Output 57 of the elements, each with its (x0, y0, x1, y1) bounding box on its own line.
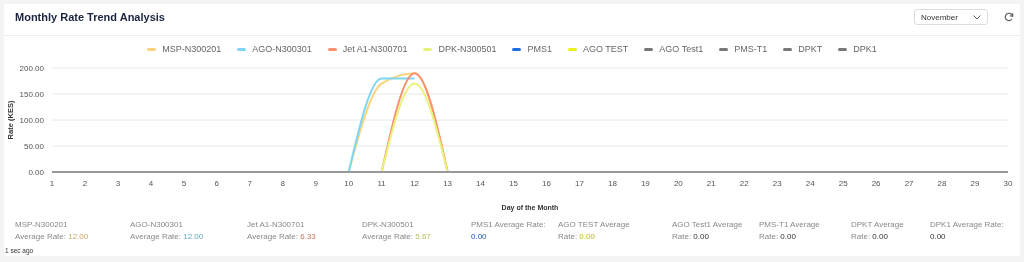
x-tick-label: 23 (772, 178, 783, 188)
x-tick-label: 13 (443, 178, 453, 188)
legend-label: Jet A1-N300701 (342, 44, 408, 54)
x-tick-label: 22 (739, 178, 750, 188)
text: DPK-N300501 Average Rate: 5.67 (362, 219, 432, 243)
y-tick-label: 0.00 (28, 167, 45, 177)
x-tick-label: 5 (181, 178, 187, 188)
x-tick-label: 27 (904, 178, 915, 188)
x-tick-label: 17 (575, 178, 585, 188)
text: PMS-T1 Average Rate: 0.00 (759, 219, 821, 243)
x-tick-label: 30 (1003, 178, 1013, 188)
x-tick-label: 15 (509, 178, 519, 188)
x-tick-label: 21 (706, 178, 717, 188)
x-tick-label: 26 (871, 178, 882, 188)
x-tick-label: 20 (673, 178, 684, 188)
x-tick-label: 28 (937, 178, 948, 188)
legend-label: DPK1 (853, 44, 877, 54)
legend-label: AGO Test1 (659, 44, 704, 54)
text: AGO Test1 Average Rate: 0.00 (672, 219, 744, 243)
x-tick-label: 4 (148, 178, 154, 188)
legend-label: DPKT (798, 44, 823, 54)
x-tick-label: 16 (542, 178, 552, 188)
text: PMS1 Average Rate: 0.00 (471, 219, 547, 243)
legend-label: MSP-N300201 (162, 44, 222, 54)
y-tick-label: 150.00 (19, 89, 45, 99)
x-tick-label: 7 (247, 178, 253, 188)
legend-label: AGO-N300301 (252, 44, 312, 54)
text: Jet A1-N300701 Average Rate: 6.33 (247, 219, 317, 243)
legend-label: AGO TEST (582, 44, 629, 54)
x-tick-label: 1 (49, 178, 55, 188)
y-tick-label: 100.00 (19, 115, 45, 125)
x-tick-label: 6 (214, 178, 220, 188)
legend-label: PMS1 (527, 44, 552, 54)
x-tick-label: 14 (476, 178, 486, 188)
text: MSP-N300201 Average Rate: 12.00 (15, 219, 90, 243)
x-tick-label: 3 (115, 178, 121, 188)
legend-label: DPK-N300501 (438, 44, 497, 54)
text: AGO TEST Average Rate: 0.00 (558, 219, 631, 243)
x-tick-label: 11 (377, 178, 387, 188)
y-tick-label: 50.00 (23, 141, 45, 151)
x-tick-label: 24 (805, 178, 816, 188)
text: DPK1 Average Rate: 0.00 (930, 219, 1005, 243)
x-tick-label: 19 (640, 178, 651, 188)
legend-label: PMS-T1 (734, 44, 768, 54)
x-tick-label: 2 (82, 178, 88, 188)
text: AGO-N300301 Average Rate: 12.00 (130, 219, 205, 243)
x-tick-label: 9 (313, 178, 319, 188)
chart-title: Monthly Rate Trend Analysis (15, 11, 165, 23)
x-tick-label: 18 (607, 178, 618, 188)
month-dropdown: November (914, 9, 988, 25)
text: DPKT Average Rate: 0.00 (851, 219, 905, 243)
x-tick-label: 25 (838, 178, 849, 188)
x-tick-label: 8 (280, 178, 286, 188)
x-tick-label: 10 (344, 178, 354, 188)
x-tick-label: 12 (410, 178, 420, 188)
x-tick-label: 29 (970, 178, 981, 188)
y-tick-label: 200.00 (19, 63, 45, 73)
